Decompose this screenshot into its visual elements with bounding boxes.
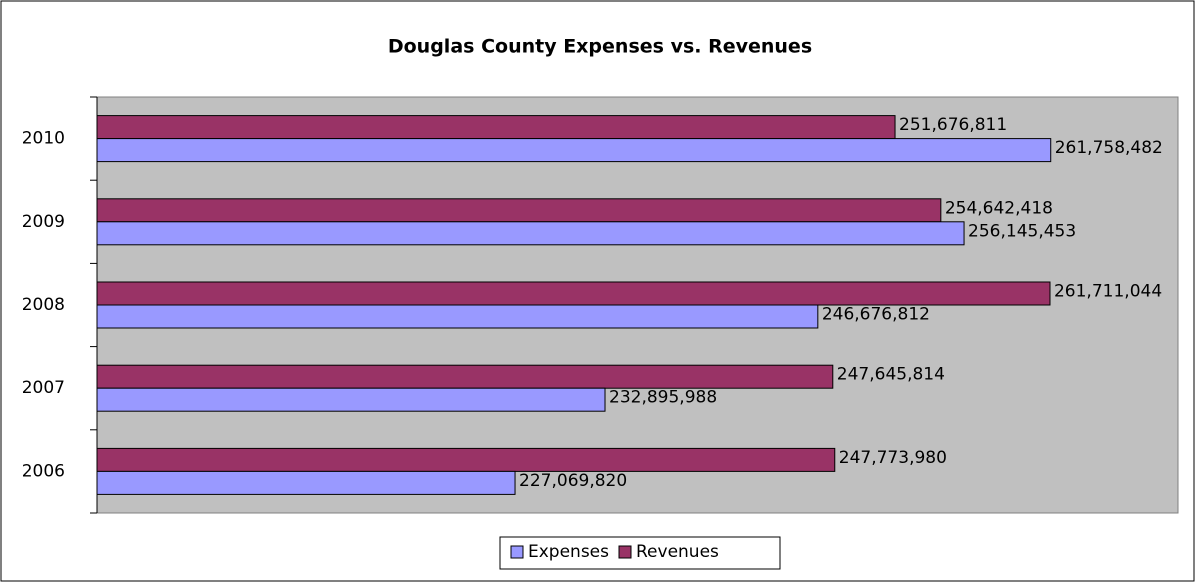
data-label: 227,069,820 (519, 471, 627, 491)
y-tick-label: 2008 (22, 295, 65, 315)
chart-title: Douglas County Expenses vs. Revenues (388, 36, 812, 58)
bar (96, 281, 1051, 306)
bar (96, 198, 942, 223)
y-tick-label: 2007 (22, 378, 65, 398)
y-tick-label: 2009 (22, 212, 65, 232)
data-label: 247,645,814 (837, 365, 945, 385)
data-label: 251,676,811 (899, 115, 1007, 135)
data-label: 256,145,453 (968, 221, 1076, 241)
legend-label: Revenues (636, 542, 719, 562)
data-label: 261,711,044 (1054, 282, 1162, 302)
legend (499, 536, 781, 570)
y-tick-label: 2006 (22, 461, 65, 481)
data-label: 246,676,812 (822, 305, 930, 325)
legend-swatch (618, 545, 632, 559)
bar (96, 115, 896, 140)
bar (96, 387, 606, 412)
data-label: 254,642,418 (945, 198, 1053, 218)
data-label: 261,758,482 (1055, 138, 1163, 158)
data-label: 247,773,980 (839, 448, 947, 468)
y-tick-label: 2010 (22, 129, 65, 149)
legend-swatch (510, 545, 524, 559)
bar (96, 364, 834, 389)
bar (96, 221, 965, 246)
bar (96, 138, 1052, 163)
legend-label: Expenses (528, 542, 609, 562)
bar (96, 304, 819, 329)
bar (96, 447, 836, 472)
bar (96, 470, 516, 495)
data-label: 232,895,988 (609, 388, 717, 408)
